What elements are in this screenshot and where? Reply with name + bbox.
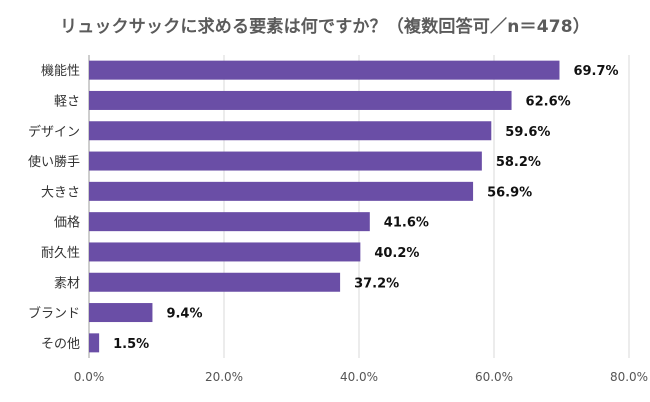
value-label: 56.9% <box>487 185 532 200</box>
category-label: 大きさ <box>41 185 80 200</box>
value-label: 9.4% <box>166 307 202 322</box>
bar <box>89 60 560 80</box>
chart-title: リュックサックに求める要素は何ですか？（複数回答可／n＝478） <box>60 17 590 37</box>
category-label: 素材 <box>54 276 80 291</box>
bar <box>89 121 492 141</box>
value-label: 1.5% <box>113 337 149 352</box>
x-tick-label: 60.0% <box>475 370 513 384</box>
value-label: 62.6% <box>526 94 571 109</box>
value-label: 59.6% <box>505 125 550 140</box>
value-label: 40.2% <box>374 246 419 261</box>
category-label: 機能性 <box>41 64 80 79</box>
category-label: 耐久性 <box>41 246 80 261</box>
value-label: 58.2% <box>496 155 541 170</box>
x-tick-label: 20.0% <box>205 370 243 384</box>
category-label: 軽さ <box>54 94 80 109</box>
bar <box>89 242 361 262</box>
value-label: 69.7% <box>573 64 618 79</box>
bar <box>89 212 370 232</box>
x-tick-label: 80.0% <box>610 370 648 384</box>
bar <box>89 333 100 353</box>
category-label: その他 <box>41 337 80 352</box>
bar <box>89 272 341 292</box>
value-label: 41.6% <box>384 216 429 231</box>
category-label: ブランド <box>28 306 80 322</box>
x-tick-label: 40.0% <box>340 370 378 384</box>
value-label: 37.2% <box>354 276 399 291</box>
category-label: 使い勝手 <box>28 154 80 170</box>
x-tick-label: 0.0% <box>74 370 105 384</box>
bar <box>89 90 512 110</box>
category-label: 価格 <box>54 215 80 231</box>
bar <box>89 181 474 201</box>
bar <box>89 303 153 323</box>
bar <box>89 151 482 171</box>
category-label: デザイン <box>28 124 80 140</box>
